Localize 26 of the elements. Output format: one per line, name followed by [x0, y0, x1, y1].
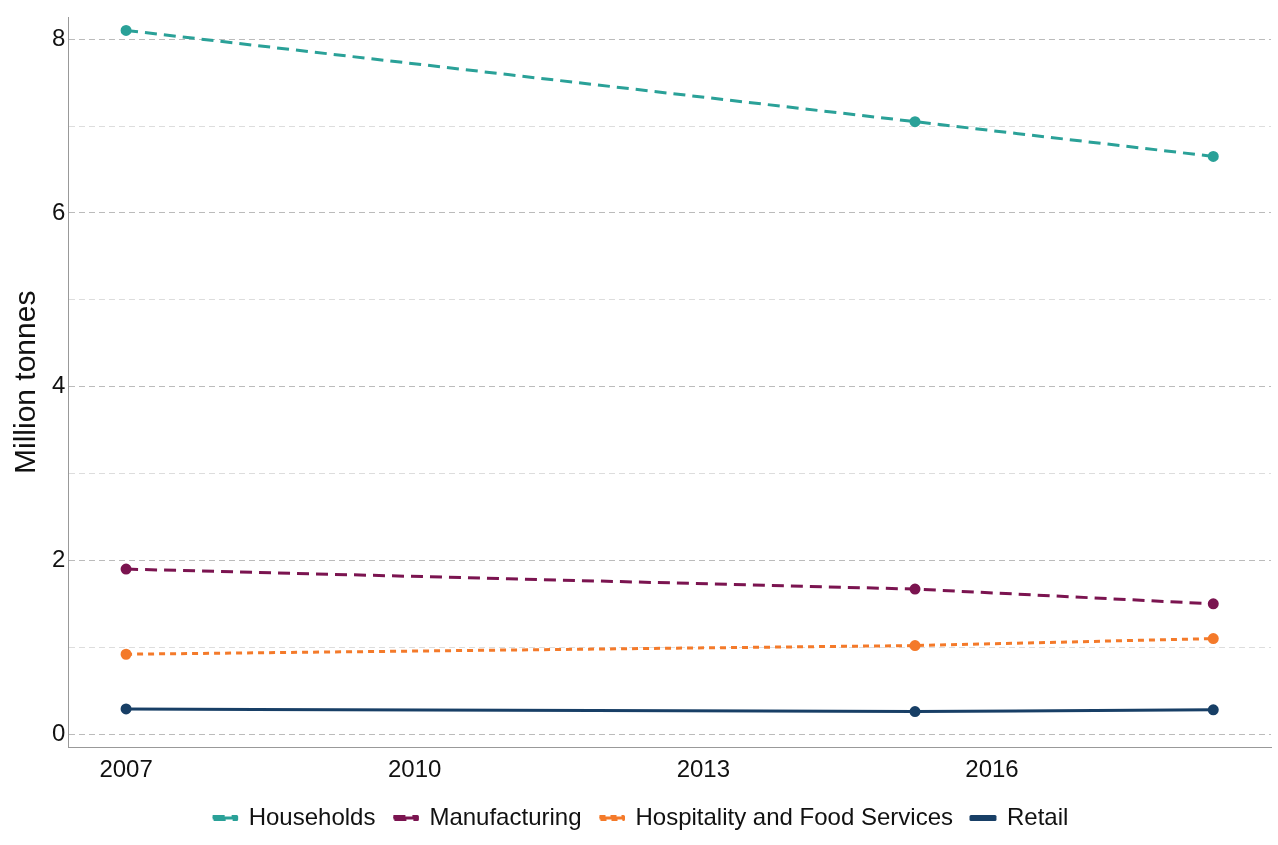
x-tick-label: 2010	[388, 755, 442, 783]
point	[120, 703, 132, 715]
y-tick-label: 8	[51, 23, 66, 51]
x-tick-label: 2016	[965, 755, 1019, 783]
y-tick-label: 6	[51, 197, 66, 225]
point	[909, 640, 921, 652]
legend-label: Households	[248, 802, 376, 830]
point	[1207, 704, 1219, 716]
legend-label: Hospitality and Food Services	[635, 802, 953, 830]
y-axis-title: Million tonnes	[8, 290, 42, 475]
x-tick-label: 2013	[676, 755, 731, 783]
point	[1207, 633, 1219, 645]
point	[120, 24, 132, 36]
point	[120, 648, 132, 660]
point	[909, 116, 921, 128]
legend-label: Retail	[1006, 802, 1069, 830]
point	[909, 706, 921, 718]
point	[1207, 150, 1219, 162]
y-tick-label: 2	[51, 545, 66, 573]
x-tick-label: 2007	[99, 755, 153, 783]
point	[1207, 598, 1219, 610]
y-tick-label: 0	[51, 718, 66, 746]
point	[909, 583, 921, 595]
y-tick-label: 4	[51, 371, 66, 399]
legend-label: Manufacturing	[429, 802, 582, 830]
point	[120, 563, 132, 575]
